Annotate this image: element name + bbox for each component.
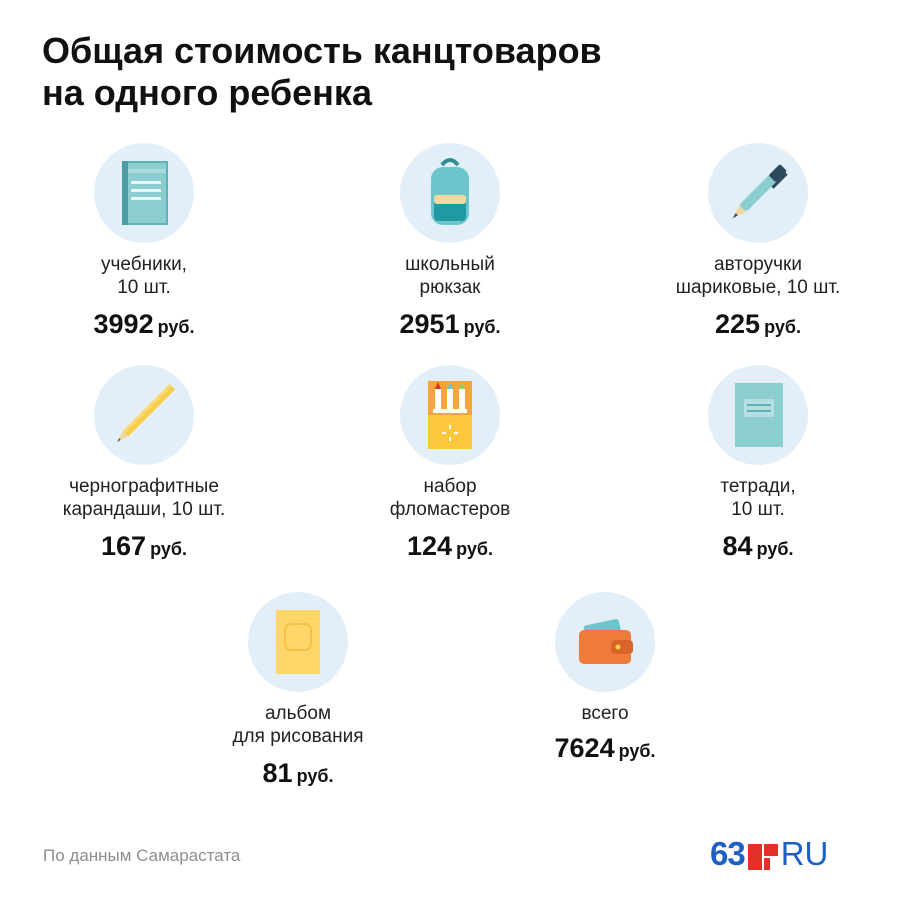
- item-label: чернографитные карандаши, 10 шт.: [62, 476, 226, 520]
- site-logo[interactable]: 63 RU: [710, 836, 828, 872]
- item-total: всего 7624 руб.: [475, 592, 735, 770]
- item-sketchbook: альбом для рисования 81 руб.: [168, 592, 428, 795]
- item-label: альбом для рисования: [232, 703, 364, 747]
- item-label: учебники, 10 шт.: [101, 254, 187, 298]
- notebook-icon: [708, 365, 808, 465]
- backpack-icon: [400, 143, 500, 243]
- item-price: 84 руб.: [722, 531, 794, 561]
- markers-icon: [400, 365, 500, 465]
- item-price: 81 руб.: [262, 758, 334, 788]
- title-line-2: на одного ребенка: [42, 72, 372, 113]
- title-line-1: Общая стоимость канцтоваров: [42, 30, 602, 71]
- pen-icon: [708, 143, 808, 243]
- page-title: Общая стоимость канцтоваров на одного ре…: [42, 30, 862, 114]
- item-textbooks: учебники, 10 шт. 3992 руб.: [14, 143, 274, 346]
- item-pencils: чернографитные карандаши, 10 шт. 167 руб.: [14, 365, 274, 568]
- item-pens: авторучки шариковые, 10 шт. 225 руб.: [628, 143, 888, 346]
- logo-number: 63: [710, 835, 746, 872]
- item-markers: набор фломастеров 124 руб.: [320, 365, 580, 568]
- item-label: авторучки шариковые, 10 шт.: [675, 254, 841, 298]
- logo-suffix: RU: [780, 835, 829, 872]
- source-note: По данным Самарастата: [43, 846, 241, 865]
- item-backpack: школьный рюкзак 2951 руб.: [320, 143, 580, 346]
- pencil-icon: [94, 365, 194, 465]
- logo-mark-icon: [747, 841, 778, 871]
- item-price: 167 руб.: [101, 531, 187, 561]
- item-label: школьный рюкзак: [405, 254, 495, 298]
- item-label: всего: [581, 703, 629, 724]
- item-label: набор фломастеров: [389, 476, 511, 520]
- item-price: 225 руб.: [715, 309, 801, 339]
- item-notebooks: тетради, 10 шт. 84 руб.: [628, 365, 888, 568]
- item-price: 124 руб.: [407, 531, 493, 561]
- sketchbook-icon: [248, 592, 348, 692]
- item-price: 3992 руб.: [93, 309, 195, 339]
- item-price: 7624 руб.: [554, 733, 656, 763]
- wallet-icon: [555, 592, 655, 692]
- item-price: 2951 руб.: [399, 309, 501, 339]
- book-icon: [94, 143, 194, 243]
- item-label: тетради, 10 шт.: [720, 476, 796, 520]
